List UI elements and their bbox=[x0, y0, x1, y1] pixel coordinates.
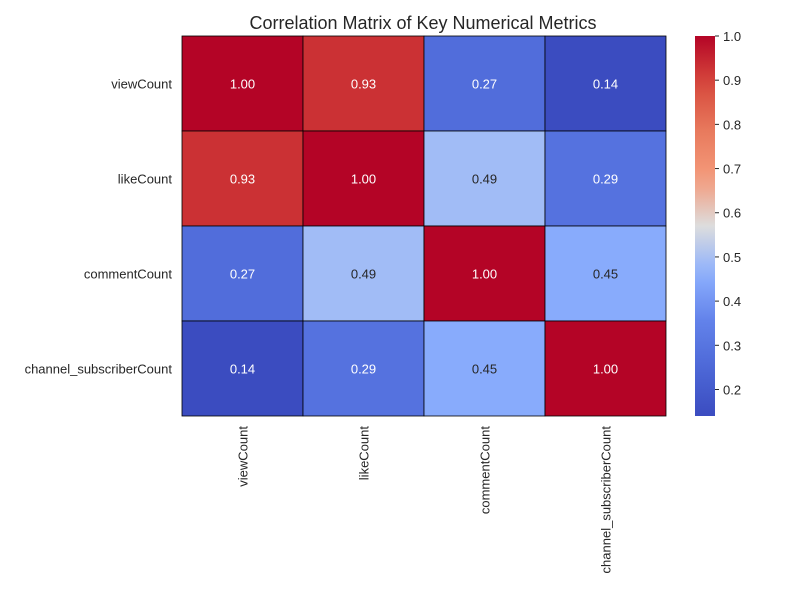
cell-value-label: 0.27 bbox=[472, 77, 497, 92]
row-tick-label: channel_subscriberCount bbox=[25, 362, 173, 377]
cell-value-label: 1.00 bbox=[230, 77, 255, 92]
cell-value-label: 0.49 bbox=[351, 267, 376, 282]
cell-value-label: 0.14 bbox=[593, 77, 618, 92]
colorbar-tick-label: 0.6 bbox=[723, 206, 741, 221]
colorbar-tick-label: 0.2 bbox=[723, 382, 741, 397]
heatmap-cell bbox=[423, 35, 546, 132]
colorbar-tick-label: 0.9 bbox=[723, 73, 741, 88]
heatmap-cell bbox=[181, 320, 304, 417]
heatmap-cell bbox=[544, 130, 667, 227]
heatmap-cell bbox=[302, 320, 425, 417]
heatmap-cell bbox=[181, 130, 304, 227]
cell-value-label: 0.14 bbox=[230, 362, 255, 377]
cell-value-label: 1.00 bbox=[351, 172, 376, 187]
heatmap-cell bbox=[302, 35, 425, 132]
row-tick-label: viewCount bbox=[111, 77, 172, 92]
heatmap-cell bbox=[181, 35, 304, 132]
colorbar-tick-label: 0.5 bbox=[723, 250, 741, 265]
column-tick-label: viewCount bbox=[236, 426, 251, 487]
cell-value-label: 0.45 bbox=[593, 267, 618, 282]
colorbar-tick-label: 0.7 bbox=[723, 162, 741, 177]
heatmap-cell bbox=[544, 225, 667, 322]
colorbar-tick-label: 0.3 bbox=[723, 338, 741, 353]
column-tick-label: commentCount bbox=[478, 426, 493, 515]
colorbar-tick-label: 0.8 bbox=[723, 117, 741, 132]
cell-value-label: 0.93 bbox=[230, 172, 255, 187]
heatmap-cell bbox=[302, 225, 425, 322]
cell-value-label: 0.27 bbox=[230, 267, 255, 282]
heatmap-cells: 1.00 0.93 0.27 0.14 0.93 1.00 0.49 0.29 0.27 0.49… bbox=[181, 35, 667, 417]
cell-value-label: 1.00 bbox=[472, 267, 497, 282]
row-tick-label: commentCount bbox=[84, 267, 173, 282]
colorbar-tick-label: 1.0 bbox=[723, 29, 741, 44]
row-labels: viewCount likeCount commentCount channel_su… bbox=[25, 77, 173, 377]
column-tick-label: likeCount bbox=[357, 426, 372, 481]
heatmap-cell bbox=[302, 130, 425, 227]
colorbar-tick-label: 0.4 bbox=[723, 294, 741, 309]
cell-value-label: 0.29 bbox=[351, 362, 376, 377]
heatmap-cell bbox=[544, 35, 667, 132]
heatmap-cell bbox=[544, 320, 667, 417]
cell-value-label: 0.29 bbox=[593, 172, 618, 187]
cell-value-label: 0.49 bbox=[472, 172, 497, 187]
cell-value-label: 0.93 bbox=[351, 77, 376, 92]
column-tick-label: channel_subscriberCount bbox=[599, 426, 614, 574]
colorbar: 0.2 0.3 0.4 0.5 0.6 0.7 0.8 0.9 1.0 bbox=[695, 29, 741, 416]
cell-value-label: 0.45 bbox=[472, 362, 497, 377]
column-labels: viewCount likeCount commentCount channel_su… bbox=[236, 426, 614, 574]
colorbar-gradient bbox=[695, 36, 715, 416]
row-tick-label: likeCount bbox=[118, 172, 173, 187]
heatmap-cell bbox=[423, 320, 546, 417]
chart-title: Correlation Matrix of Key Numerical Metr… bbox=[249, 13, 596, 33]
cell-value-label: 1.00 bbox=[593, 362, 618, 377]
